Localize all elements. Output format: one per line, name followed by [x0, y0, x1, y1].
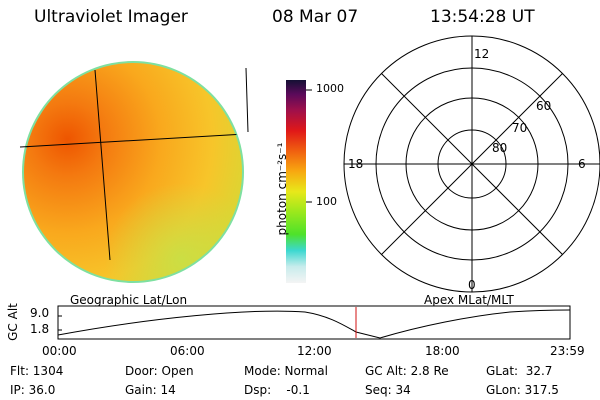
- lat-label-60: 60: [536, 99, 552, 113]
- time-label: 13:54:28 UT: [430, 7, 535, 27]
- info-flt: Flt: 1304: [10, 364, 64, 378]
- timeline-ylabel: GC Alt: [6, 303, 20, 341]
- colorbar-tick-1000: 1000: [316, 82, 344, 95]
- x-tick-0600: 06:00: [170, 344, 205, 358]
- latitude-line: [23, 133, 243, 148]
- latitude-line-ext: [19, 146, 31, 148]
- info-gcalt: GC Alt: 2.8 Re: [365, 364, 449, 378]
- x-tick-0000: 00:00: [42, 344, 77, 358]
- mlt-label-18: 18: [348, 157, 364, 171]
- lat-label-80: 80: [492, 141, 508, 155]
- timeline-right-title: Apex MLat/MLT: [424, 293, 514, 307]
- lat-label-70: 70: [512, 121, 528, 135]
- colorbar-tick-100: 100: [316, 195, 337, 208]
- date-label: 08 Mar 07: [272, 7, 359, 27]
- info-gain: Gain: 14: [125, 383, 176, 397]
- mlt-label-0: 0: [468, 278, 476, 292]
- x-tick-1800: 18:00: [425, 344, 460, 358]
- app-title: Ultraviolet Imager: [34, 7, 188, 27]
- mlt-label-6: 6: [578, 157, 586, 171]
- info-mode: Mode: Normal: [244, 364, 328, 378]
- y-tick-9: 9.0: [30, 306, 50, 320]
- info-glat: GLat: 32.7: [486, 364, 553, 378]
- x-tick-1200: 12:00: [297, 344, 332, 358]
- x-tick-2359: 23:59: [550, 344, 585, 358]
- info-dsp: Dsp: -0.1: [244, 383, 310, 397]
- uv-image-disk: [19, 61, 249, 283]
- info-seq: Seq: 34: [365, 383, 411, 397]
- edge-mark: [245, 67, 249, 133]
- meridian-line: [94, 69, 111, 261]
- info-ip: IP: 36.0: [10, 383, 56, 397]
- y-tick-1.8: 1.8: [30, 322, 50, 336]
- colorbar-unit-label: photon cm⁻²s⁻¹: [275, 142, 289, 236]
- polar-grid: [343, 35, 600, 293]
- altitude-timeline: [57, 305, 571, 340]
- timeline-left-title: Geographic Lat/Lon: [70, 293, 188, 307]
- mlt-label-12: 12: [474, 47, 490, 61]
- info-glon: GLon: 317.5: [486, 383, 559, 397]
- info-door: Door: Open: [125, 364, 194, 378]
- colorbar: [286, 80, 312, 283]
